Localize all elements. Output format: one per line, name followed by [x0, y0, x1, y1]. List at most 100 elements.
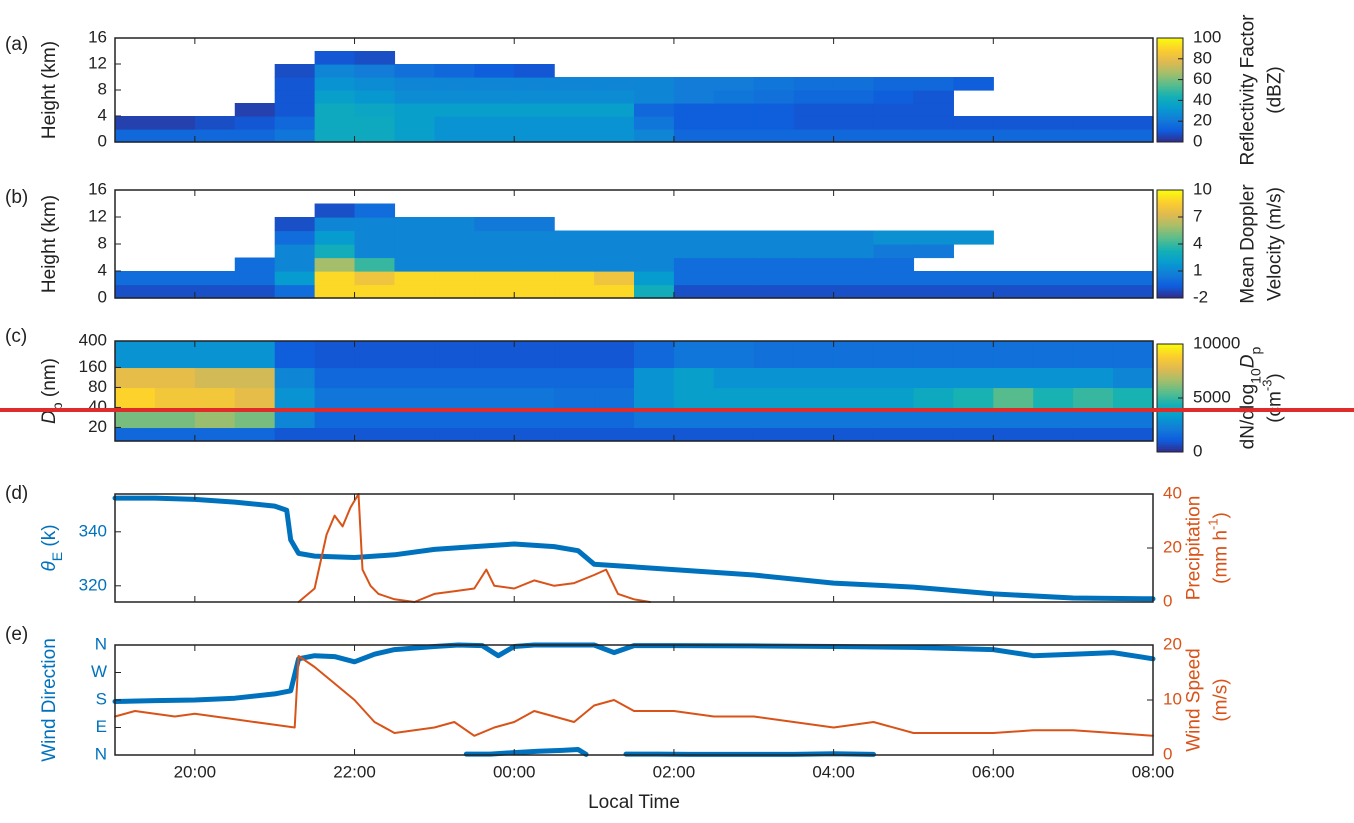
heat-cell: [394, 244, 435, 259]
heat-cell: [673, 284, 715, 299]
heat-cell: [154, 284, 196, 299]
heat-cell: [514, 129, 555, 143]
heat-cell: [833, 387, 875, 409]
colorbar-swatch: [1157, 280, 1183, 283]
colorbar-swatch: [1157, 193, 1183, 196]
heat-cell: [354, 116, 396, 130]
axes-frame: [114, 37, 1154, 143]
heat-cell: [274, 103, 316, 117]
x-tick-label: 02:00: [653, 762, 696, 781]
heat-cell: [753, 257, 795, 272]
colorbar-swatch: [1157, 292, 1183, 295]
heat-cell: [474, 103, 515, 117]
heat-cell: [115, 284, 156, 299]
colorbar-swatch: [1157, 356, 1183, 359]
heat-cell: [274, 129, 316, 143]
colorbar-swatch: [1157, 43, 1183, 46]
panel-label: (b): [5, 187, 28, 208]
heat-cell: [354, 387, 396, 409]
heat-cell: [554, 77, 595, 91]
colorbar-swatch: [1157, 416, 1183, 419]
heat-cell: [274, 427, 316, 442]
colorbar-swatch: [1157, 435, 1183, 439]
colorbar-swatch: [1157, 79, 1183, 82]
y2-tick-label: 0: [1163, 591, 1172, 610]
colorbar-swatch: [1157, 381, 1183, 385]
colorbar-swatch: [1157, 88, 1183, 91]
heat-cell: [713, 367, 755, 389]
colorbar-swatch: [1157, 131, 1183, 134]
heat-cell: [234, 257, 276, 272]
colorbar-swatch: [1157, 140, 1183, 143]
heat-cell: [354, 77, 396, 91]
heat-cell: [673, 367, 715, 389]
heat-cell: [1073, 341, 1114, 369]
heat-cell: [1113, 129, 1154, 143]
heat-cell: [1033, 387, 1074, 409]
colorbar-swatch: [1157, 215, 1183, 218]
heat-cell: [634, 407, 675, 429]
colorbar-swatch: [1157, 251, 1183, 254]
colorbar-swatch: [1157, 65, 1183, 68]
heat-cell: [154, 367, 196, 389]
heat-cell: [274, 257, 316, 272]
colorbar-swatch: [1157, 254, 1183, 258]
colorbar-swatch: [1157, 394, 1183, 397]
heat-cell: [314, 257, 356, 272]
heat-cell: [234, 341, 276, 369]
colorbar-swatch: [1157, 102, 1183, 105]
heat-cell: [434, 77, 475, 91]
colorbar-swatch: [1157, 296, 1183, 299]
colorbar-swatch: [1157, 262, 1183, 265]
heat-cell: [873, 77, 915, 91]
colorbar-swatch: [1157, 369, 1183, 372]
heat-cell: [314, 116, 356, 130]
heat-cell: [913, 387, 954, 409]
colorbar-swatch: [1157, 265, 1183, 268]
heat-cell: [1113, 116, 1154, 130]
heat-cell: [514, 387, 555, 409]
colorbar-swatch: [1157, 136, 1183, 140]
heat-cell: [673, 77, 715, 91]
heat-cell: [1113, 284, 1154, 299]
colorbar-swatch: [1157, 64, 1183, 67]
colorbar-swatch: [1157, 191, 1183, 195]
heat-cell: [434, 284, 475, 299]
colorbar-swatch: [1157, 374, 1183, 377]
heat-cell: [673, 407, 715, 429]
heat-cell: [673, 244, 715, 259]
colorbar-tick-label: 1: [1193, 260, 1202, 279]
heat-cell: [314, 203, 356, 218]
colorbar-swatch: [1157, 227, 1183, 231]
heat-cell: [873, 341, 915, 369]
heat-cell: [115, 129, 156, 143]
heat-cell: [554, 387, 595, 409]
colorbar-swatch: [1157, 448, 1183, 451]
heat-cell: [673, 116, 715, 130]
heat-cell: [713, 116, 755, 130]
colorbar-swatch: [1157, 426, 1183, 430]
heat-cell: [753, 129, 795, 143]
heat-cell: [234, 387, 276, 409]
heat-cell: [713, 341, 755, 369]
colorbar-swatch: [1157, 367, 1183, 370]
colorbar-tick-label: 10: [1193, 179, 1212, 198]
heat-cell: [314, 51, 356, 65]
colorbar-swatch: [1157, 396, 1183, 399]
colorbar-swatch: [1157, 128, 1183, 131]
colorbar-swatch: [1157, 90, 1183, 93]
heat-cell: [753, 367, 795, 389]
heat-cell: [514, 367, 555, 389]
heat-cell: [274, 230, 316, 245]
colorbar-tick-label: 80: [1193, 48, 1212, 67]
colorbar-swatch: [1157, 44, 1183, 48]
heat-cell: [554, 367, 595, 389]
heat-cell: [993, 271, 1034, 286]
heat-cell: [1073, 129, 1114, 143]
colorbar-swatch: [1157, 41, 1183, 44]
heat-cell: [434, 230, 475, 245]
heat-cell: [753, 230, 795, 245]
heat-cell: [274, 284, 316, 299]
colorbar-swatch: [1157, 200, 1183, 204]
